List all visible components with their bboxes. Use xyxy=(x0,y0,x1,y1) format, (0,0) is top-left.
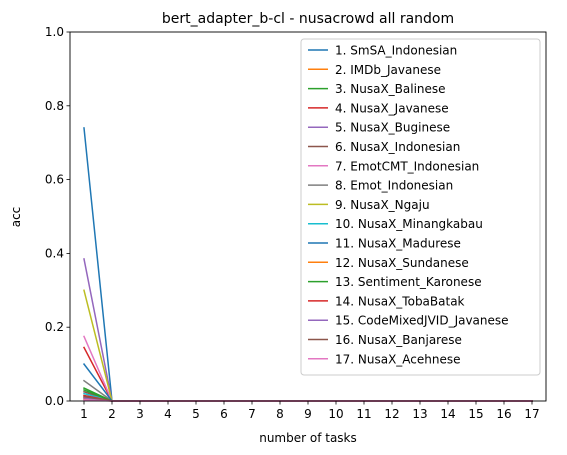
legend-label: 4. NusaX_Javanese xyxy=(335,101,449,115)
x-tick-label: 8 xyxy=(276,407,284,421)
legend-label: 16. NusaX_Banjarese xyxy=(335,333,462,347)
x-tick-label: 12 xyxy=(384,407,399,421)
y-tick-label: 0.2 xyxy=(45,320,64,334)
legend-label: 12. NusaX_Sundanese xyxy=(335,256,469,270)
legend-label: 14. NusaX_TobaBatak xyxy=(335,294,465,308)
legend-label: 2. IMDb_Javanese xyxy=(335,63,441,77)
chart-title: bert_adapter_b-cl - nusacrowd all random xyxy=(162,11,454,27)
y-tick-label: 0.0 xyxy=(45,394,64,408)
legend-label: 15. CodeMixedJVID_Javanese xyxy=(335,314,509,328)
x-tick-label: 4 xyxy=(164,407,172,421)
legend-label: 11. NusaX_Madurese xyxy=(335,237,461,251)
x-tick-label: 10 xyxy=(328,407,343,421)
legend-item: 16. NusaX_Banjarese xyxy=(308,333,462,347)
legend-label: 3. NusaX_Balinese xyxy=(335,82,446,96)
legend-label: 1. SmSA_Indonesian xyxy=(335,44,457,58)
x-axis-label: number of tasks xyxy=(259,431,357,445)
legend-item: 11. NusaX_Madurese xyxy=(308,237,461,251)
legend-item: 17. NusaX_Acehnese xyxy=(308,352,461,366)
x-axis-ticks: 1 2 3 4 5 6 7 8 9 10 11 12 13 14 15 16 17 xyxy=(80,401,540,421)
legend-item: 12. NusaX_Sundanese xyxy=(308,256,469,270)
x-tick-label: 13 xyxy=(412,407,427,421)
legend-label: 7. EmotCMT_Indonesian xyxy=(335,159,479,173)
legend-item: 8. Emot_Indonesian xyxy=(308,179,453,193)
legend-item: 2. IMDb_Javanese xyxy=(308,63,441,77)
legend-item: 13. Sentiment_Karonese xyxy=(308,275,482,289)
legend-item: 3. NusaX_Balinese xyxy=(308,82,446,96)
legend-label: 17. NusaX_Acehnese xyxy=(335,352,461,366)
x-tick-label: 9 xyxy=(304,407,312,421)
legend-item: 9. NusaX_Ngaju xyxy=(308,198,430,212)
legend-item: 14. NusaX_TobaBatak xyxy=(308,294,465,308)
legend-label: 8. Emot_Indonesian xyxy=(335,179,453,193)
legend-item: 10. NusaX_Minangkabau xyxy=(308,217,483,231)
legend-item: 6. NusaX_Indonesian xyxy=(308,140,460,154)
legend-item: 1. SmSA_Indonesian xyxy=(308,44,457,58)
x-tick-label: 14 xyxy=(440,407,455,421)
legend-item: 5. NusaX_Buginese xyxy=(308,121,450,135)
x-tick-label: 1 xyxy=(80,407,88,421)
y-tick-label: 1.0 xyxy=(45,25,64,39)
legend-label: 9. NusaX_Ngaju xyxy=(335,198,430,212)
x-tick-label: 11 xyxy=(356,407,371,421)
x-tick-label: 17 xyxy=(524,407,539,421)
x-tick-label: 2 xyxy=(108,407,116,421)
y-axis-ticks: 0.0 0.2 0.4 0.6 0.8 1.0 xyxy=(45,25,70,408)
legend-label: 13. Sentiment_Karonese xyxy=(335,275,482,289)
y-tick-label: 0.4 xyxy=(45,246,64,260)
x-tick-label: 7 xyxy=(248,407,256,421)
legend-label: 6. NusaX_Indonesian xyxy=(335,140,460,154)
x-tick-label: 15 xyxy=(468,407,483,421)
x-tick-label: 5 xyxy=(192,407,200,421)
x-tick-label: 3 xyxy=(136,407,144,421)
legend-item: 15. CodeMixedJVID_Javanese xyxy=(308,314,509,328)
legend-box xyxy=(300,38,541,376)
y-axis-label: acc xyxy=(9,207,23,228)
legend-label: 5. NusaX_Buginese xyxy=(335,121,450,135)
legend-item: 4. NusaX_Javanese xyxy=(308,101,449,115)
x-tick-label: 6 xyxy=(220,407,228,421)
legend-item: 7. EmotCMT_Indonesian xyxy=(308,159,479,173)
x-tick-label: 16 xyxy=(496,407,511,421)
legend: 1. SmSA_Indonesian 2. IMDb_Javanese 3. Nus… xyxy=(300,38,541,376)
y-tick-label: 0.6 xyxy=(45,173,64,187)
y-tick-label: 0.8 xyxy=(45,99,64,113)
legend-label: 10. NusaX_Minangkabau xyxy=(335,217,483,231)
